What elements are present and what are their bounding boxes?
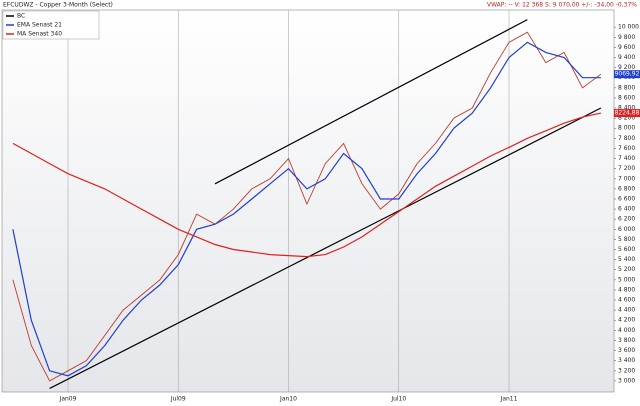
y-tick-label: 4 800 — [618, 286, 635, 293]
y-tick-label: 4 200 — [618, 317, 635, 324]
y-tick-label: 7 800 — [618, 135, 635, 142]
series-line — [12, 31, 602, 382]
y-tick-label: 3 000 — [618, 377, 635, 384]
y-tick-label: 8 000 — [618, 125, 635, 132]
y-tick-label: 7 000 — [618, 175, 635, 182]
x-tick-label: Jan09 — [59, 396, 77, 403]
y-tick-label: 5 800 — [618, 236, 635, 243]
x-tick-label: Jan11 — [500, 396, 518, 403]
y-tick-label: 3 800 — [618, 337, 635, 344]
y-tick-label: 6 800 — [618, 185, 635, 192]
y-tick-label: 9 400 — [618, 54, 635, 61]
trend-line — [214, 19, 528, 185]
y-tick-label: 4 600 — [618, 297, 635, 304]
y-tick-label: 5 200 — [618, 266, 635, 273]
y-tick-label: 8 600 — [618, 94, 635, 101]
y-tick-label: 5 600 — [618, 246, 635, 253]
y-tick-label: 8 800 — [618, 84, 635, 91]
y-tick-label: 7 400 — [618, 155, 635, 162]
plot — [12, 10, 602, 392]
y-tick-label: 10 000 — [618, 24, 639, 31]
legend: BC EMA Senast 21 MA Senast 340 — [2, 10, 100, 40]
y-tick-label: 6 200 — [618, 216, 635, 223]
y-tick-label: 5 000 — [618, 276, 635, 283]
y-tick-label: 3 600 — [618, 347, 635, 354]
y-tick-label: 6 600 — [618, 195, 635, 202]
y-tick-label: 3 400 — [618, 357, 635, 364]
y-tick-label: 6 000 — [618, 226, 635, 233]
y-tick-label: 8 200 — [618, 115, 635, 122]
legend-box — [2, 10, 100, 40]
last-value-label: 8224,88 — [615, 110, 640, 117]
legend-label: BC — [17, 13, 25, 20]
y-tick-label: 9 200 — [618, 64, 635, 71]
series-line — [12, 41, 601, 377]
trend-line — [49, 107, 602, 389]
last-value-box — [614, 70, 640, 79]
y-tick-label: 7 600 — [618, 145, 635, 152]
last-value-label: 9069,92 — [615, 71, 640, 78]
y-tick-label: 3 200 — [618, 367, 635, 374]
x-tick-label: Jul09 — [170, 396, 186, 403]
y-tick-label: 7 200 — [618, 165, 635, 172]
legend-label: EMA Senast 21 — [17, 22, 62, 29]
x-tick-label: Jan10 — [279, 396, 297, 403]
y-tick-label: 4 400 — [618, 307, 635, 314]
y-tick-label: 4 000 — [618, 327, 635, 334]
series-line — [12, 112, 602, 258]
x-tick-label: Jul10 — [390, 396, 406, 403]
last-value-box — [614, 109, 640, 118]
y-tick-label: 9 600 — [618, 44, 635, 51]
chart-title: EFCUDWZ - Copper 3-Month (Select) — [3, 2, 113, 9]
quote: VWAP: -- V: 12 368 S: 9 070,00 +/-: -34,… — [487, 2, 637, 9]
y-tick-label: 9 800 — [618, 34, 635, 41]
y-tick-label: 8 400 — [618, 105, 635, 112]
y-tick-label: 6 400 — [618, 206, 635, 213]
legend-label: MA Senast 340 — [17, 31, 62, 38]
y-tick-label: 5 400 — [618, 256, 635, 263]
